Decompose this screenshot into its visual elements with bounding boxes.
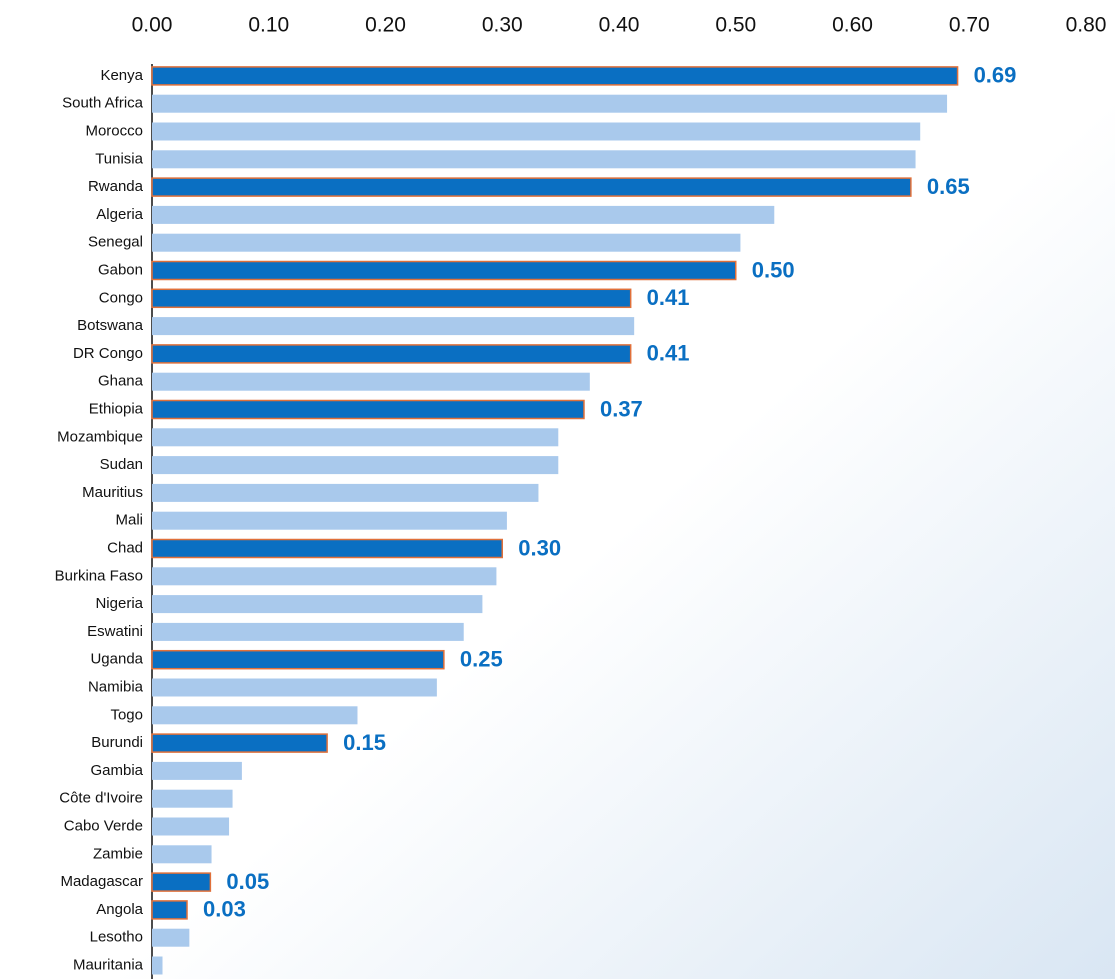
bar [152, 901, 187, 919]
bar [152, 567, 496, 585]
y-tick-label: Burundi [91, 734, 143, 751]
y-tick-label: Côte d'Ivoire [59, 790, 143, 807]
y-tick-label: Mali [115, 512, 143, 529]
value-label: 0.37 [600, 396, 643, 421]
bar [152, 206, 774, 224]
bar [152, 150, 916, 168]
y-tick-label: Namibia [88, 678, 144, 695]
bar [152, 234, 740, 252]
y-tick-label: Zambie [93, 845, 143, 862]
y-tick-label: Senegal [88, 234, 143, 251]
bar [152, 345, 631, 363]
y-tick-label: Sudan [100, 456, 143, 473]
bar [152, 317, 634, 335]
y-tick-label: Congo [99, 289, 143, 306]
value-label: 0.15 [343, 730, 386, 755]
x-tick-label: 0.20 [365, 14, 406, 37]
y-tick-label: Gambia [90, 762, 143, 779]
value-label: 0.03 [203, 897, 246, 922]
value-label: 0.05 [226, 869, 269, 894]
y-tick-label: Rwanda [88, 178, 144, 195]
y-tick-label: Kenya [100, 67, 143, 84]
y-tick-label: Nigeria [95, 595, 143, 612]
bar [152, 762, 242, 780]
y-tick-label: Uganda [90, 651, 143, 668]
x-tick-label: 0.40 [599, 14, 640, 37]
bar [152, 373, 590, 391]
y-tick-label: Eswatini [87, 623, 143, 640]
bar [152, 262, 736, 280]
value-label: 0.65 [927, 174, 970, 199]
bar [152, 957, 163, 975]
y-tick-label: Cabo Verde [64, 817, 143, 834]
x-tick-label: 0.60 [832, 14, 873, 37]
value-label: 0.25 [460, 647, 503, 672]
y-tick-label: Burkina Faso [55, 567, 143, 584]
chart: 0.00 0.10 0.20 0.30 0.40 0.50 0.60 0.70 0.80 Keny… [0, 0, 1115, 979]
value-label: 0.50 [752, 257, 795, 282]
page: 0.00 0.10 0.20 0.30 0.40 0.50 0.60 0.70 0.80 Keny… [0, 0, 1115, 979]
bar [152, 484, 538, 502]
y-tick-label: Gabon [98, 261, 143, 278]
bar [152, 540, 502, 558]
y-tick-label: Lesotho [90, 929, 143, 946]
y-tick-label: Botswana [77, 317, 144, 334]
y-tick-label: Tunisia [95, 150, 143, 167]
value-label: 0.69 [974, 63, 1017, 88]
y-tick-label: Mauritania [73, 956, 144, 973]
bar [152, 845, 212, 863]
bar [152, 790, 233, 808]
x-tick-label: 0.80 [1066, 14, 1107, 37]
y-tick-label: DR Congo [73, 345, 143, 362]
y-tick-label: Algeria [96, 206, 143, 223]
bar [152, 706, 357, 724]
bar [152, 818, 229, 836]
bar [152, 512, 507, 530]
value-label: 0.41 [647, 285, 690, 310]
bar [152, 595, 482, 613]
y-tick-label: Togo [110, 706, 143, 723]
y-tick-label: Ethiopia [89, 400, 144, 417]
y-tick-label: South Africa [62, 95, 144, 112]
bar [152, 289, 631, 307]
bar [152, 95, 947, 113]
bar [152, 873, 210, 891]
x-tick-label: 0.50 [715, 14, 756, 37]
x-tick-label: 0.30 [482, 14, 523, 37]
x-tick-label: 0.10 [248, 14, 289, 37]
bar [152, 651, 444, 669]
y-tick-label: Mauritius [82, 484, 143, 501]
y-tick-label: Morocco [85, 122, 143, 139]
y-tick-label: Madagascar [60, 873, 143, 890]
y-tick-label: Angola [96, 901, 143, 918]
y-tick-label: Chad [107, 539, 143, 556]
y-tick-label: Ghana [98, 373, 144, 390]
bar [152, 67, 958, 85]
bar [152, 929, 189, 947]
bar [152, 456, 558, 474]
bar [152, 679, 437, 697]
bar [152, 623, 464, 641]
x-tick-label: 0.00 [132, 14, 173, 37]
bar [152, 734, 327, 752]
value-label: 0.41 [647, 341, 690, 366]
value-label: 0.30 [518, 535, 561, 560]
bar [152, 428, 558, 446]
bar [152, 123, 920, 141]
x-tick-label: 0.70 [949, 14, 990, 37]
y-tick-label: Mozambique [57, 428, 143, 445]
bar [152, 401, 584, 419]
bar [152, 178, 911, 196]
